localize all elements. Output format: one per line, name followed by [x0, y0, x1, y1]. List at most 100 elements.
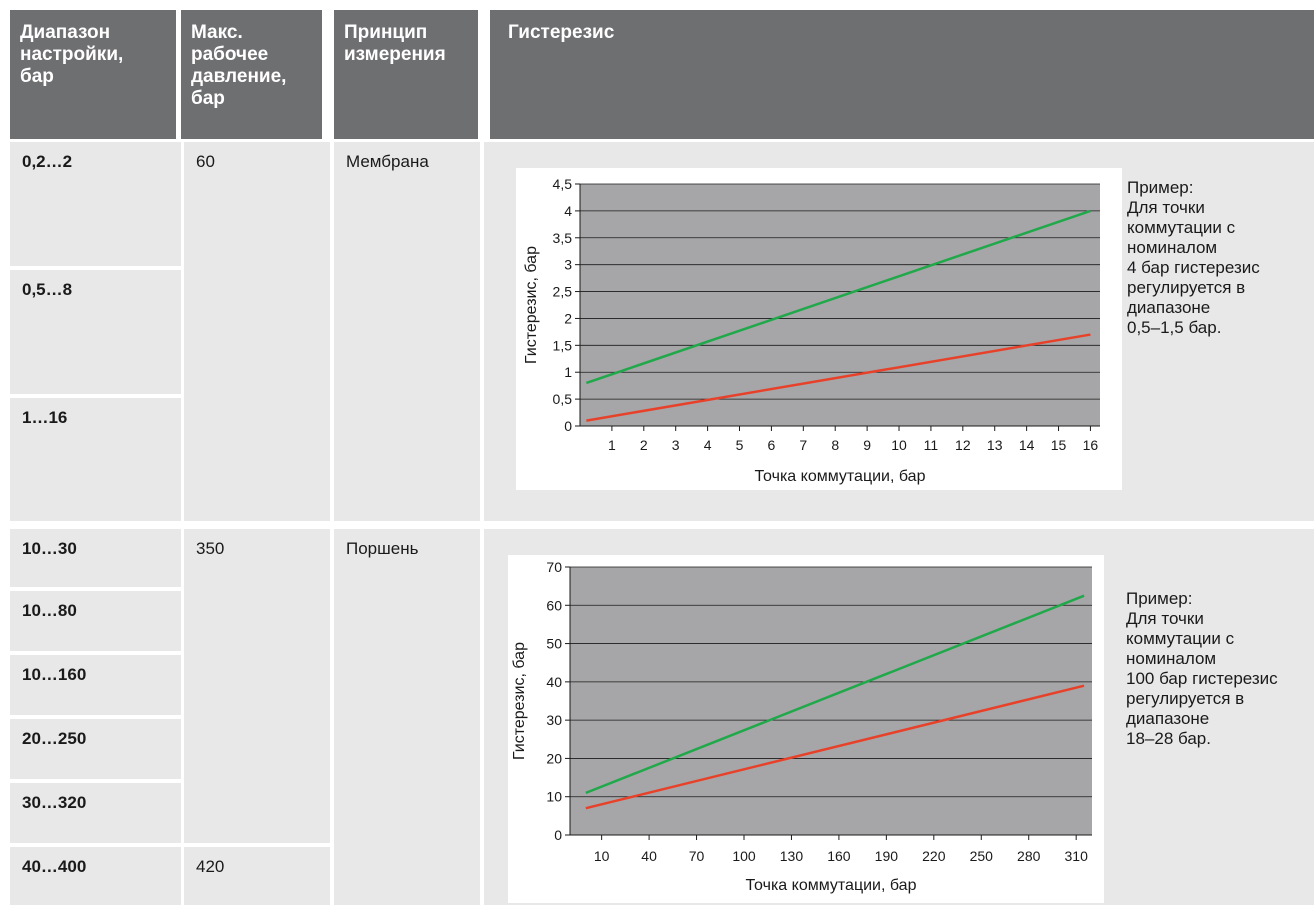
y-tick-label: 40 [546, 674, 562, 690]
header-max-pressure-line: Макс. [191, 22, 243, 43]
note-line: 4 бар гистерезис [1127, 258, 1260, 277]
note-line: коммутации с [1127, 218, 1236, 237]
x-tick-label: 8 [831, 437, 839, 453]
chart-membrane-container: 0 0,5 1 1,5 2 2,5 3 3,5 4 4,5 1 2 3 4 5 6 7 8 9 10 11 12 13 14 1… [516, 168, 1122, 490]
series-line [585, 209, 1091, 385]
x-tick-label: 70 [689, 848, 705, 864]
header-range-line: Диапазон [20, 22, 111, 43]
max-pressure-cell: 350 [184, 529, 330, 843]
y-tick-label: 0,5 [553, 391, 573, 407]
x-tick-label: 250 [970, 848, 994, 864]
x-tick-label: 10 [594, 848, 610, 864]
header-max-pressure-line: рабочее [191, 44, 269, 65]
y-tick-label: 30 [546, 712, 562, 728]
x-tick-label: 3 [672, 437, 680, 453]
y-tick-label: 70 [546, 559, 562, 575]
x-tick-label: 100 [732, 848, 756, 864]
y-tick-label: 2,5 [553, 284, 573, 300]
range-cell: 10…160 [10, 655, 181, 715]
x-tick-label: 160 [827, 848, 851, 864]
x-tick-label: 130 [780, 848, 804, 864]
note-line: Для точки [1127, 198, 1205, 217]
x-tick-label: 15 [1051, 437, 1067, 453]
x-axis-label: Точка коммутации, бар [746, 877, 917, 894]
note-line: коммутации с [1126, 629, 1235, 648]
series-line [585, 594, 1085, 795]
note-line: регулируется в [1126, 689, 1245, 708]
chart-piston: 0 10 20 30 40 50 60 70 10 40 70 100 130 160 190 220 250 2… [511, 559, 1092, 894]
y-tick-label: 4 [564, 203, 572, 219]
note-line: Пример: [1127, 178, 1194, 197]
note-line: 100 бар гистерезис [1126, 669, 1278, 688]
y-tick-label: 3 [564, 257, 572, 273]
x-tick-label: 4 [704, 437, 712, 453]
y-tick-label: 0 [554, 827, 562, 843]
x-tick-label: 9 [863, 437, 871, 453]
x-tick-label: 16 [1083, 437, 1099, 453]
x-tick-label: 2 [640, 437, 648, 453]
y-tick-label: 60 [546, 597, 562, 613]
x-tick-label: 220 [922, 848, 946, 864]
max-pressure-cell: 60 [184, 142, 330, 521]
header-range-line: настройки, [20, 44, 124, 65]
range-cell: 30…320 [10, 783, 181, 843]
range-cell: 10…30 [10, 529, 181, 587]
header-principle-line: Принцип [344, 22, 428, 43]
x-tick-label: 11 [924, 437, 939, 453]
y-tick-label: 3,5 [553, 230, 573, 246]
x-tick-label: 280 [1017, 848, 1041, 864]
note-line: Пример: [1126, 589, 1193, 608]
y-tick-label: 4,5 [553, 176, 573, 192]
y-tick-label: 10 [546, 789, 562, 805]
x-tick-label: 310 [1065, 848, 1089, 864]
range-cell: 0,5…8 [10, 270, 181, 394]
note-line: диапазоне [1126, 709, 1210, 728]
series-line [586, 333, 1091, 422]
x-tick-label: 6 [768, 437, 776, 453]
principle-cell: Мембрана [334, 142, 480, 521]
header-max-pressure: Макс. рабочее давление, бар [181, 10, 322, 139]
note-line: номиналом [1127, 238, 1218, 257]
x-tick-label: 40 [641, 848, 657, 864]
x-tick-label: 1 [608, 437, 616, 453]
chart-piston-container: 0 10 20 30 40 50 60 70 10 40 70 100 130 160 190 220 250 2… [508, 555, 1104, 903]
range-cell: 40…400 [10, 847, 181, 905]
header-max-pressure-line: бар [191, 88, 225, 109]
max-pressure-cell: 420 [184, 847, 330, 905]
x-tick-label: 14 [1019, 437, 1035, 453]
header-hysteresis: Гистерезис [490, 10, 1314, 139]
plot-area [580, 184, 1100, 426]
header-hysteresis-line: Гистерезис [508, 22, 615, 43]
plot-area [570, 567, 1092, 835]
range-cell: 0,2…2 [10, 142, 181, 266]
header-principle-line: измерения [344, 44, 446, 65]
y-tick-label: 0 [564, 418, 572, 434]
note-line: регулируется в [1127, 278, 1246, 297]
header-range: Диапазон настройки, бар [10, 10, 176, 139]
y-tick-label: 2 [564, 310, 572, 326]
note-membrane: Пример: Для точки коммутации с номиналом… [1127, 178, 1314, 338]
y-tick-label: 50 [546, 636, 562, 652]
x-tick-label: 5 [736, 437, 744, 453]
range-cell: 1…16 [10, 398, 181, 521]
range-cell: 10…80 [10, 591, 181, 651]
note-line: 0,5–1,5 бар. [1127, 318, 1222, 337]
note-line: 18–28 бар. [1126, 729, 1211, 748]
note-line: Для точки [1126, 609, 1204, 628]
y-tick-label: 20 [546, 750, 562, 766]
header-max-pressure-line: давление, [191, 66, 287, 87]
x-tick-label: 190 [875, 848, 899, 864]
y-tick-label: 1 [564, 364, 572, 380]
x-tick-label: 7 [799, 437, 807, 453]
header-principle: Принцип измерения [334, 10, 478, 139]
note-line: диапазоне [1127, 298, 1211, 317]
y-axis-label: Гистерезис, бар [523, 246, 540, 364]
note-piston: Пример: Для точки коммутации с номиналом… [1126, 589, 1314, 749]
chart-membrane: 00,511,522,533,544,51 2 3 4 5 6 7 8 9 10 11 12 13 14 1… [523, 176, 1100, 485]
x-tick-label: 13 [987, 437, 1003, 453]
x-axis-label: Точка коммутации, бар [755, 468, 926, 485]
y-axis-label: Гистерезис, бар [511, 642, 528, 760]
range-cell: 20…250 [10, 719, 181, 779]
principle-cell: Поршень [334, 529, 480, 905]
header-range-line: бар [20, 66, 54, 87]
